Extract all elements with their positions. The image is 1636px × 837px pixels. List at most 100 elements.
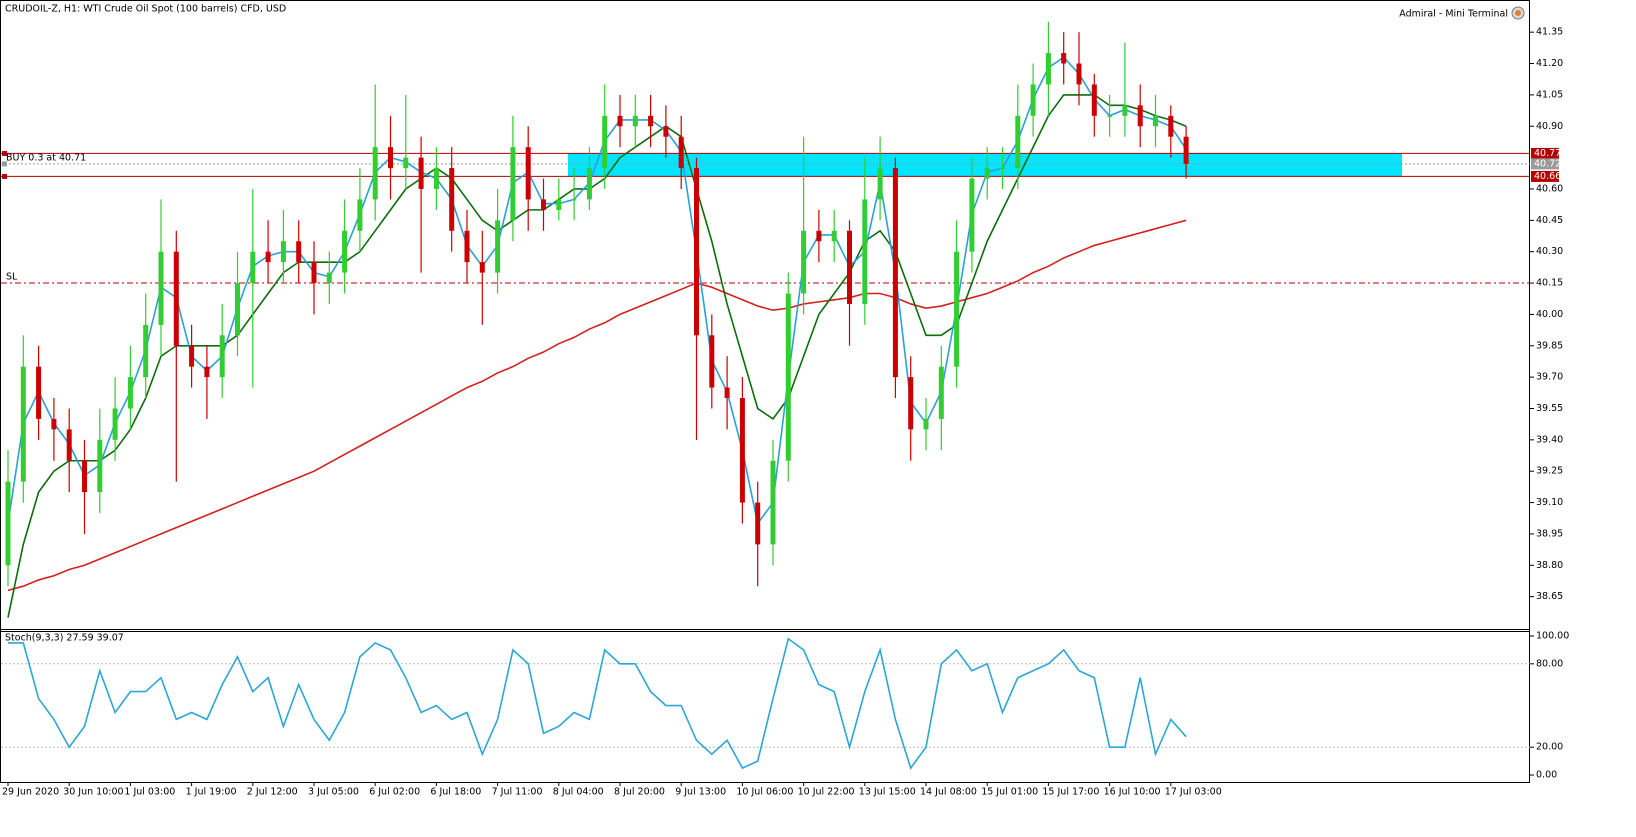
candle-body xyxy=(250,251,256,284)
y-tick-label: 40.00 xyxy=(1536,309,1563,320)
candle-body xyxy=(372,147,378,200)
candle-body xyxy=(770,460,776,545)
x-tick-label: 10 Jul 06:00 xyxy=(736,787,793,798)
price-tag xyxy=(1531,147,1559,159)
level-label: BUY 0.3 at 40.71 xyxy=(6,152,86,163)
y-tick-label: 100.00 xyxy=(1536,631,1569,642)
x-tick-label: 13 Jul 15:00 xyxy=(859,787,916,798)
x-tick-label: 17 Jul 03:00 xyxy=(1165,787,1222,798)
candle-body xyxy=(36,366,42,419)
candle-body xyxy=(1153,115,1158,127)
x-tick-label: 15 Jul 17:00 xyxy=(1042,787,1099,798)
y-tick-label: 20.00 xyxy=(1536,742,1563,753)
candle-body xyxy=(617,115,623,127)
level-handle xyxy=(2,150,7,156)
candle-body xyxy=(1183,136,1189,164)
candle-body xyxy=(1091,84,1097,116)
candle-body xyxy=(709,335,715,388)
y-tick-label: 40.60 xyxy=(1536,183,1563,194)
candle-body xyxy=(495,220,501,273)
candle-body xyxy=(433,168,439,189)
candle-body xyxy=(82,460,87,493)
candle-body xyxy=(357,199,363,231)
candle-body xyxy=(311,262,317,284)
x-tick-label: 1 Jul 19:00 xyxy=(186,787,237,798)
candle-body xyxy=(541,199,546,210)
candle-body xyxy=(1000,168,1005,170)
candle-body xyxy=(143,324,149,378)
y-tick-label: 40.45 xyxy=(1536,215,1563,226)
candle-body xyxy=(280,241,286,263)
candle-body xyxy=(984,168,990,179)
candle-body xyxy=(801,230,807,294)
x-tick-label: 2 Jul 12:00 xyxy=(247,787,298,798)
y-tick-label: 40.90 xyxy=(1536,121,1563,132)
candle-body xyxy=(862,199,868,304)
candle-body xyxy=(342,230,348,273)
terminal-label: Admiral - Mini Terminal xyxy=(1399,9,1508,20)
candle-body xyxy=(1122,105,1128,116)
candle-body xyxy=(923,418,929,430)
candle-body xyxy=(1076,63,1082,85)
candle-body xyxy=(831,230,837,242)
y-tick-label: 40.15 xyxy=(1536,278,1563,289)
x-tick-label: 7 Jul 11:00 xyxy=(492,787,543,798)
candle-body xyxy=(112,408,118,440)
candle-body xyxy=(525,147,531,200)
candle-body xyxy=(173,251,179,346)
candle-body xyxy=(969,178,975,252)
candle-body xyxy=(724,387,730,399)
candle-body xyxy=(632,115,638,127)
candle-body xyxy=(326,272,332,284)
candle-body xyxy=(556,199,562,210)
price-tag-label: 40.77 xyxy=(1534,148,1561,159)
entry-zone xyxy=(568,153,1402,177)
candle-body xyxy=(954,251,960,367)
price-tag-label: 40.66 xyxy=(1534,171,1561,182)
candle-body xyxy=(1045,53,1051,85)
candle-body xyxy=(755,502,761,545)
x-tick-label: 29 Jun 2020 xyxy=(2,787,59,798)
x-tick-label: 10 Jul 22:00 xyxy=(798,787,855,798)
y-tick-label: 38.95 xyxy=(1536,528,1563,539)
y-tick-label: 40.30 xyxy=(1536,246,1563,257)
candle-body xyxy=(892,168,898,378)
y-tick-label: 39.55 xyxy=(1536,403,1563,414)
candle-body xyxy=(418,157,424,189)
candle-body xyxy=(296,241,302,263)
candle-body xyxy=(602,115,608,169)
candle-body xyxy=(938,366,944,419)
candle-body xyxy=(1107,115,1113,117)
candle-body xyxy=(648,115,654,127)
candle-body xyxy=(204,366,210,378)
x-tick-label: 6 Jul 02:00 xyxy=(369,787,420,798)
level-handle xyxy=(2,161,7,167)
y-tick-label: 80.00 xyxy=(1536,658,1563,669)
candle-body xyxy=(739,398,745,503)
level-handle xyxy=(2,173,7,179)
candle-body xyxy=(449,168,455,231)
stoch-line xyxy=(8,637,1187,770)
terminal-icon-dot xyxy=(1515,10,1521,16)
y-tick-label: 41.05 xyxy=(1536,89,1563,100)
y-tick-label: 39.70 xyxy=(1536,372,1563,383)
x-tick-label: 8 Jul 04:00 xyxy=(553,787,604,798)
x-tick-label: 16 Jul 10:00 xyxy=(1104,787,1161,798)
x-tick-label: 15 Jul 01:00 xyxy=(981,787,1038,798)
level-label: SL xyxy=(6,272,18,283)
candle-body xyxy=(1015,115,1021,169)
candle-body xyxy=(586,168,592,200)
x-tick-label: 1 Jul 03:00 xyxy=(124,787,175,798)
candle-body xyxy=(51,418,57,430)
candle-body xyxy=(20,366,26,482)
candle-body xyxy=(571,199,577,201)
y-tick-label: 39.85 xyxy=(1536,340,1563,351)
y-tick-label: 39.10 xyxy=(1536,497,1563,508)
candle-body xyxy=(388,147,393,169)
candle-body xyxy=(908,377,914,430)
x-tick-label: 14 Jul 08:00 xyxy=(920,787,977,798)
candle-body xyxy=(66,429,72,461)
y-tick-label: 39.25 xyxy=(1536,466,1563,477)
moving-average xyxy=(7,219,1187,592)
candle-body xyxy=(158,251,164,325)
